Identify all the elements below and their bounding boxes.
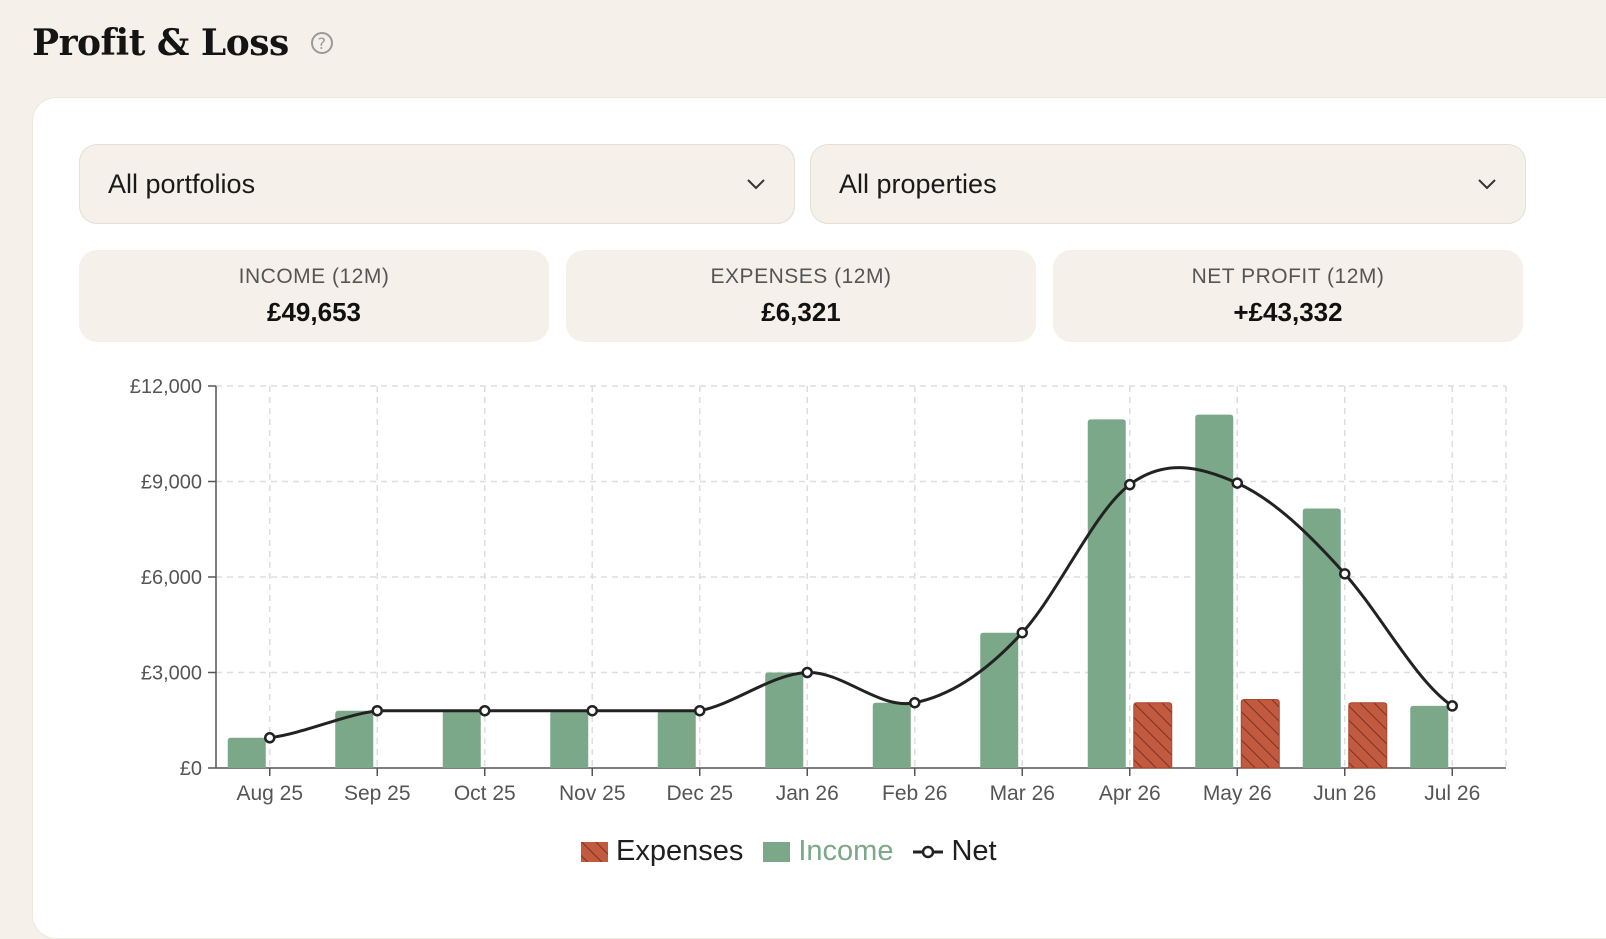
net-point <box>694 704 706 717</box>
net-point <box>1339 568 1351 580</box>
property-select[interactable]: All properties <box>810 144 1526 224</box>
income-bar <box>872 702 911 768</box>
net-point <box>264 732 276 744</box>
expense-bar <box>1240 699 1280 769</box>
income-bar <box>980 632 1019 768</box>
net-profit-stat-value: +£43,332 <box>1233 296 1343 327</box>
y-tick-label: £12,000 <box>130 376 202 398</box>
x-tick-label: Apr 26 <box>1099 782 1161 805</box>
net-point <box>1231 477 1243 489</box>
income-bar <box>335 710 374 768</box>
income-stat-value: £49,653 <box>267 296 361 327</box>
expense-bar <box>1348 702 1388 769</box>
legend-label-income: Income <box>798 835 894 867</box>
chevron-down-icon <box>747 179 765 190</box>
legend-item-net[interactable]: Net <box>913 835 997 868</box>
income-bar <box>227 737 266 768</box>
net-profit-stat-label: NET PROFIT (12M) <box>1191 264 1385 288</box>
income-bar <box>657 710 696 768</box>
page-header: Profit & Loss ? <box>32 22 333 64</box>
income-stat-label: INCOME (12M) <box>238 264 390 288</box>
x-tick-label: Jan 26 <box>776 782 839 805</box>
expense-bar <box>1133 702 1173 769</box>
chart-legend: Expenses Income Net <box>581 835 997 868</box>
expenses-stat-value: £6,321 <box>761 296 841 327</box>
income-bar <box>1410 705 1449 768</box>
x-tick-label: Dec 25 <box>666 782 733 805</box>
expenses-stat: EXPENSES (12M) £6,321 <box>566 250 1036 342</box>
income-bar <box>1302 508 1341 768</box>
y-tick-label: £6,000 <box>141 567 202 589</box>
x-tick-label: Oct 25 <box>454 782 516 805</box>
expenses-stat-label: EXPENSES (12M) <box>710 264 892 288</box>
property-select-value: All properties <box>839 168 997 199</box>
portfolio-select-value: All portfolios <box>108 168 256 199</box>
net-swatch <box>913 845 944 858</box>
profit-loss-card: All portfolios All properties INCOME (12… <box>32 97 1606 939</box>
net-point <box>1016 626 1028 639</box>
net-point <box>586 704 598 717</box>
net-point <box>1446 700 1458 712</box>
net-point <box>909 696 921 709</box>
legend-item-income[interactable]: Income <box>763 835 893 868</box>
x-tick-label: May 26 <box>1203 782 1272 805</box>
net-profit-stat: NET PROFIT (12M) +£43,332 <box>1053 250 1523 342</box>
legend-label-net: Net <box>951 835 997 867</box>
y-tick-label: £0 <box>180 758 202 780</box>
y-tick-label: £9,000 <box>141 472 202 494</box>
legend-item-expenses[interactable]: Expenses <box>581 835 743 868</box>
x-tick-label: Nov 25 <box>559 782 626 805</box>
net-point <box>1124 478 1136 491</box>
income-swatch <box>763 841 791 862</box>
x-tick-label: Jun 26 <box>1313 782 1376 805</box>
net-point <box>371 704 383 717</box>
x-tick-label: Jul 26 <box>1424 782 1480 805</box>
x-tick-label: Feb 26 <box>882 782 947 805</box>
income-bar <box>1087 419 1126 768</box>
income-bar <box>765 672 804 768</box>
x-tick-label: Aug 25 <box>236 782 303 805</box>
x-tick-label: Sep 25 <box>344 782 411 805</box>
net-line <box>269 466 1454 740</box>
y-tick-label: £3,000 <box>141 663 202 685</box>
profit-loss-chart: £0 £3,000 £6,000 £9,000 £12,000 Aug 25 Sep 25 O… <box>130 376 1507 805</box>
page-title: Profit & Loss <box>32 22 289 64</box>
income-bar <box>550 710 589 768</box>
expenses-swatch <box>581 841 608 862</box>
income-stat: INCOME (12M) £49,653 <box>79 250 549 342</box>
portfolio-select[interactable]: All portfolios <box>79 144 795 224</box>
x-tick-label: Mar 26 <box>990 782 1055 805</box>
question-circle-icon[interactable]: ? <box>310 32 333 54</box>
income-bar <box>1195 414 1234 768</box>
net-point <box>479 704 491 717</box>
legend-label-expenses: Expenses <box>616 835 744 867</box>
net-point <box>801 666 813 679</box>
income-bar <box>442 710 481 768</box>
chevron-down-icon <box>1478 179 1496 190</box>
